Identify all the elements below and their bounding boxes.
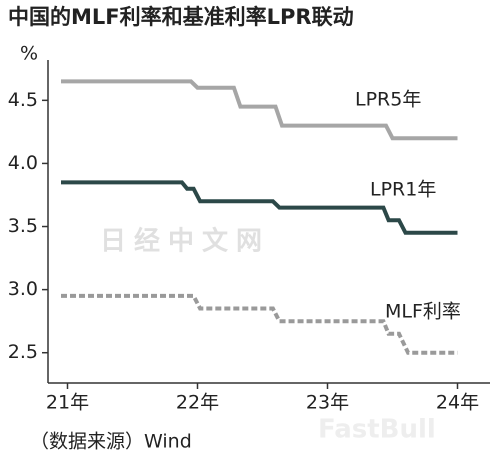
x-tick-label: 23年	[306, 392, 349, 414]
chart-title: 中国的MLF利率和基准利率LPR联动	[8, 5, 354, 29]
source-note: （数据来源）Wind	[30, 431, 192, 453]
x-tick-label: 21年	[46, 392, 89, 414]
watermark: 日经中文网	[100, 226, 270, 257]
y-tick-label: 4.5	[8, 89, 38, 111]
series-line	[61, 79, 458, 141]
x-tick-label: 22年	[176, 392, 219, 414]
y-tick-label: 2.5	[8, 341, 38, 363]
series-line	[61, 180, 458, 235]
y-tick-label: 3.0	[8, 278, 38, 300]
series-label: LPR5年	[355, 89, 421, 111]
series-label: LPR1年	[370, 179, 436, 201]
watermark: FastBull	[318, 415, 436, 445]
y-tick-label: 4.0	[8, 152, 38, 174]
series-line	[61, 293, 458, 355]
series-label: MLF利率	[385, 301, 461, 323]
y-tick-label: 3.5	[8, 215, 38, 237]
x-tick-label: 24年	[436, 392, 479, 414]
y-unit: %	[20, 43, 38, 65]
